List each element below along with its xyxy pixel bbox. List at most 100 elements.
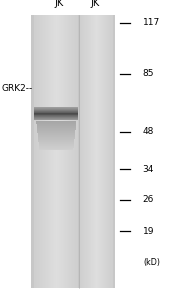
- Bar: [97, 15, 98, 288]
- Bar: [37, 127, 76, 128]
- Bar: [112, 15, 113, 288]
- Bar: [38, 140, 74, 141]
- Bar: [103, 15, 104, 288]
- Bar: [70, 15, 71, 288]
- Bar: [45, 15, 46, 288]
- Bar: [89, 15, 90, 288]
- Bar: [37, 131, 75, 132]
- Bar: [102, 15, 103, 288]
- Bar: [36, 123, 76, 124]
- Bar: [36, 124, 76, 125]
- Bar: [36, 15, 37, 288]
- Bar: [40, 149, 73, 151]
- Bar: [37, 133, 75, 134]
- Bar: [71, 15, 72, 288]
- Bar: [52, 15, 53, 288]
- Bar: [38, 134, 75, 135]
- Bar: [82, 15, 83, 288]
- Bar: [88, 15, 89, 288]
- Bar: [34, 15, 35, 288]
- Bar: [38, 137, 75, 138]
- Text: GRK2--: GRK2--: [2, 84, 33, 93]
- Bar: [38, 15, 39, 288]
- Bar: [59, 15, 60, 288]
- Bar: [81, 15, 82, 288]
- Bar: [108, 15, 109, 288]
- Text: 26: 26: [143, 195, 154, 204]
- Bar: [99, 15, 100, 288]
- Bar: [109, 15, 110, 288]
- Bar: [76, 15, 77, 288]
- Bar: [68, 15, 69, 288]
- Bar: [57, 15, 58, 288]
- Bar: [61, 15, 62, 288]
- Bar: [44, 15, 45, 288]
- Bar: [80, 15, 81, 288]
- Bar: [39, 147, 73, 148]
- Bar: [37, 132, 75, 133]
- Bar: [83, 15, 84, 288]
- Bar: [38, 135, 75, 136]
- Bar: [47, 15, 48, 288]
- Bar: [37, 126, 76, 127]
- Bar: [41, 15, 42, 288]
- Bar: [94, 15, 95, 288]
- Bar: [37, 128, 76, 129]
- Bar: [100, 15, 101, 288]
- Bar: [54, 15, 55, 288]
- Bar: [107, 15, 108, 288]
- Bar: [91, 15, 92, 288]
- Text: JK: JK: [91, 0, 100, 8]
- Text: 117: 117: [143, 18, 160, 27]
- Bar: [96, 15, 97, 288]
- Bar: [111, 15, 112, 288]
- Bar: [38, 139, 74, 140]
- Bar: [37, 130, 76, 131]
- Bar: [39, 146, 74, 147]
- Text: 19: 19: [143, 226, 154, 236]
- Bar: [55, 15, 56, 288]
- Bar: [72, 15, 73, 288]
- Bar: [110, 15, 111, 288]
- Bar: [93, 15, 94, 288]
- Bar: [37, 125, 76, 126]
- Bar: [36, 121, 77, 122]
- Bar: [39, 148, 73, 149]
- Bar: [77, 15, 78, 288]
- Bar: [65, 15, 66, 288]
- Bar: [92, 15, 93, 288]
- Bar: [39, 15, 40, 288]
- Bar: [37, 15, 38, 288]
- Bar: [39, 141, 74, 142]
- Bar: [49, 15, 50, 288]
- Text: (kD): (kD): [144, 258, 161, 267]
- Bar: [105, 15, 106, 288]
- Bar: [69, 15, 70, 288]
- Bar: [85, 15, 86, 288]
- Bar: [39, 143, 74, 144]
- Bar: [46, 15, 47, 288]
- Bar: [38, 136, 75, 137]
- Bar: [95, 15, 96, 288]
- Text: JK: JK: [55, 0, 64, 8]
- Bar: [36, 122, 76, 123]
- Bar: [53, 15, 54, 288]
- Bar: [60, 15, 61, 288]
- Bar: [58, 15, 59, 288]
- Text: 34: 34: [143, 165, 154, 174]
- Bar: [66, 15, 67, 288]
- Bar: [86, 15, 87, 288]
- Text: 48: 48: [143, 128, 154, 136]
- Bar: [39, 145, 74, 146]
- Bar: [48, 15, 49, 288]
- Bar: [39, 144, 74, 145]
- Bar: [42, 15, 43, 288]
- Bar: [62, 15, 63, 288]
- Bar: [74, 15, 75, 288]
- Bar: [104, 15, 105, 288]
- Bar: [64, 15, 65, 288]
- Bar: [98, 15, 99, 288]
- Bar: [73, 15, 74, 288]
- Bar: [90, 15, 91, 288]
- Bar: [40, 15, 41, 288]
